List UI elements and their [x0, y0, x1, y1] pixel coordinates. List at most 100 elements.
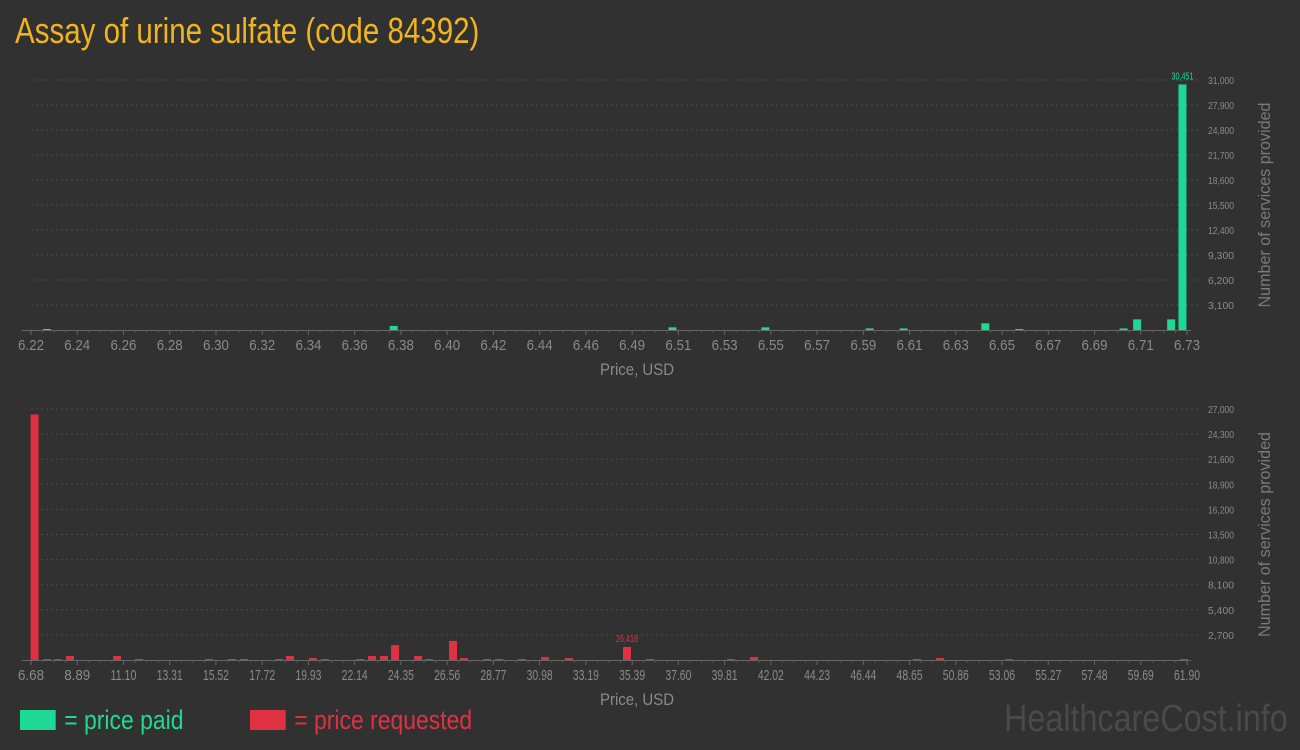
bar [482, 659, 491, 660]
x-tick-label: 6.24 [64, 337, 90, 354]
x-tick-label: 28.77 [480, 667, 506, 684]
x-tick-label: 6.53 [712, 337, 738, 354]
bar [424, 659, 433, 660]
x-tick-label: 6.51 [665, 337, 691, 354]
x-tick-label: 50.86 [943, 667, 969, 684]
x-tick-label: 6.59 [850, 337, 876, 354]
x-tick-label: 39.81 [712, 667, 738, 684]
bar [1133, 319, 1142, 330]
x-tick-label: 55.27 [1035, 667, 1061, 684]
bar [750, 657, 759, 660]
bar [912, 659, 921, 660]
bar [899, 328, 908, 330]
bar [565, 658, 574, 660]
bar [65, 656, 74, 660]
x-tick-label: 6.49 [619, 337, 645, 354]
y-tick-label: 9,300 [1208, 251, 1234, 262]
bar [1167, 319, 1176, 330]
x-tick-label: 24.35 [388, 667, 414, 684]
bar [414, 656, 423, 660]
x-tick-label: 57.48 [1082, 667, 1108, 684]
bar [449, 640, 458, 660]
bar [1119, 328, 1128, 330]
y-tick-label: 2,700 [1208, 631, 1234, 642]
bar [368, 656, 377, 660]
x-tick-label: 6.67 [1035, 337, 1061, 354]
x-tick-label: 26.56 [434, 667, 460, 684]
y-tick-label: 27,000 [1208, 405, 1234, 416]
x-tick-label: 6.57 [804, 337, 830, 354]
x-tick-label: 6.73 [1174, 337, 1200, 354]
bar [135, 659, 144, 660]
x-tick-label: 6.32 [249, 337, 275, 354]
x-tick-label: 6.69 [1082, 337, 1108, 354]
y-tick-label: 27,900 [1208, 101, 1234, 112]
y-tick-label: 16,200 [1208, 505, 1234, 516]
x-tick-label: 6.61 [897, 337, 923, 354]
bar [320, 659, 329, 660]
y-tick-label: 13,500 [1208, 531, 1234, 542]
bar [1015, 329, 1024, 330]
bar [275, 659, 284, 660]
bar [1005, 659, 1014, 660]
x-tick-label: 33.19 [573, 667, 599, 684]
y-tick-label: 6,200 [1208, 276, 1234, 287]
x-tick-label: 22.14 [342, 667, 368, 684]
bar [391, 645, 400, 660]
y-tick-label: 5,400 [1208, 606, 1234, 617]
legend-paid: = price paid [20, 705, 183, 735]
bar [761, 327, 770, 330]
bar [379, 656, 388, 660]
bar [935, 658, 944, 660]
y-tick-label: 18,600 [1208, 176, 1234, 187]
x-tick-label: 6.26 [110, 337, 136, 354]
bar [308, 658, 317, 660]
x-tick-label: 59.69 [1128, 667, 1154, 684]
bar [495, 659, 504, 660]
bar [646, 659, 655, 660]
x-tick-label: 6.28 [157, 337, 183, 354]
y-axis-label: Number of services provided [1255, 432, 1274, 637]
legend-label-paid: = price paid [64, 704, 184, 735]
x-tick-label: 6.71 [1128, 337, 1154, 354]
max-bar-label: 26,418 [616, 634, 638, 645]
legend-requested: = price requested [250, 705, 472, 735]
x-tick-label: 19.93 [295, 667, 321, 684]
y-tick-label: 3,100 [1208, 301, 1234, 312]
max-bar-label: 30,451 [1171, 71, 1193, 82]
x-tick-label: 35.39 [619, 667, 645, 684]
x-tick-label: 15.52 [203, 667, 229, 684]
x-tick-label: 61.90 [1174, 667, 1200, 684]
x-tick-label: 8.89 [64, 667, 90, 684]
legend-swatch-requested [250, 710, 286, 730]
bar [227, 659, 236, 660]
page-title: Assay of urine sulfate (code 84392) [15, 10, 480, 51]
bar [727, 659, 736, 660]
x-tick-label: 6.40 [434, 337, 460, 354]
x-tick-label: 6.36 [342, 337, 368, 354]
bar [981, 323, 990, 330]
bar [30, 414, 39, 660]
x-tick-label: 46.44 [850, 667, 876, 684]
legend-swatch-paid [20, 710, 56, 730]
x-tick-label: 6.42 [480, 337, 506, 354]
bar [517, 659, 526, 660]
bar [54, 659, 63, 660]
x-tick-label: 48.65 [897, 667, 923, 684]
bar [42, 659, 51, 660]
bar [1180, 659, 1189, 660]
bar [285, 656, 294, 660]
bar [459, 658, 468, 660]
x-tick-label: 30.98 [527, 667, 553, 684]
x-tick-label: 17.72 [249, 667, 275, 684]
x-tick-label: 44.23 [804, 667, 830, 684]
x-tick-label: 6.63 [943, 337, 969, 354]
y-tick-label: 31,000 [1208, 76, 1234, 87]
x-tick-label: 37.60 [665, 667, 691, 684]
y-tick-label: 12,400 [1208, 226, 1234, 237]
y-axis-label: Number of services provided [1255, 103, 1274, 308]
x-tick-label: 13.31 [157, 667, 183, 684]
x-tick-label: 6.44 [527, 337, 553, 354]
bar [389, 325, 398, 330]
y-tick-label: 10,800 [1208, 556, 1234, 567]
